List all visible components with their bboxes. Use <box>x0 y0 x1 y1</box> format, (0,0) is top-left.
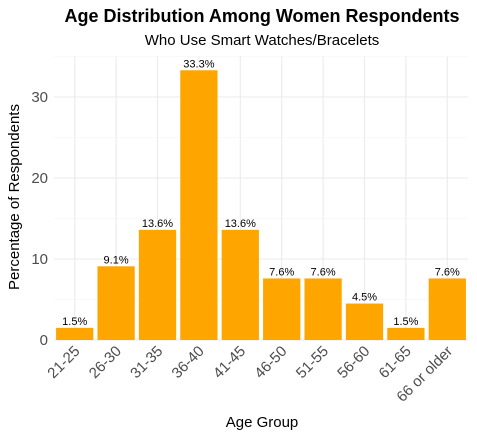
data-label: 1.5% <box>62 316 87 328</box>
x-tick-label: 21-25 <box>44 343 83 382</box>
data-labels: 1.5% 9.1% 13.6% 33.3% 13.6% 7.6% 7.6% 4.5% 1.5% 7… <box>62 58 460 328</box>
bar-21-25 <box>56 327 94 340</box>
x-tick-label: 36-40 <box>169 343 208 382</box>
bar-56-60 <box>345 303 384 340</box>
x-tick-label: 51-55 <box>293 343 332 382</box>
chart-title: Age Distribution Among Women Respondents <box>65 6 460 26</box>
y-tick-label: 20 <box>31 170 48 187</box>
bar-51-55 <box>304 278 342 340</box>
y-axis-ticks: 0 10 20 30 <box>31 89 48 349</box>
y-axis-title: Percentage of Respondents <box>6 104 23 290</box>
bars <box>56 70 466 341</box>
x-axis-ticks: 21-25 26-30 31-35 36-40 41-45 46-50 51-55 56-60… <box>44 343 456 406</box>
bar-61-65 <box>387 327 425 340</box>
x-tick-label: 26-30 <box>86 343 125 382</box>
data-label: 7.6% <box>435 266 460 278</box>
chart-subtitle: Who Use Smart Watches/Bracelets <box>145 32 380 49</box>
data-label: 13.6% <box>225 218 256 230</box>
x-tick-label: 56-60 <box>334 343 373 382</box>
data-label: 9.1% <box>104 254 129 266</box>
bar-46-50 <box>263 278 301 340</box>
data-label: 7.6% <box>269 266 294 278</box>
bar-31-35 <box>138 229 177 340</box>
x-tick-label: 41-45 <box>210 343 249 382</box>
bar-41-45 <box>221 229 259 340</box>
data-label: 13.6% <box>142 218 173 230</box>
y-tick-label: 0 <box>40 332 48 349</box>
data-label: 4.5% <box>352 292 377 304</box>
x-tick-label: 46-50 <box>251 343 290 382</box>
x-tick-label: 61-65 <box>376 343 415 382</box>
data-label: 1.5% <box>393 316 418 328</box>
data-label: 33.3% <box>183 58 214 70</box>
y-tick-label: 10 <box>31 251 48 268</box>
bar-36-40 <box>180 70 218 341</box>
x-tick-label: 31-35 <box>127 343 166 382</box>
y-tick-label: 30 <box>31 89 48 106</box>
bar-66-or-older <box>428 278 466 340</box>
bar-26-30 <box>97 266 135 340</box>
x-axis-title: Age Group <box>226 414 299 431</box>
data-label: 7.6% <box>311 266 336 278</box>
